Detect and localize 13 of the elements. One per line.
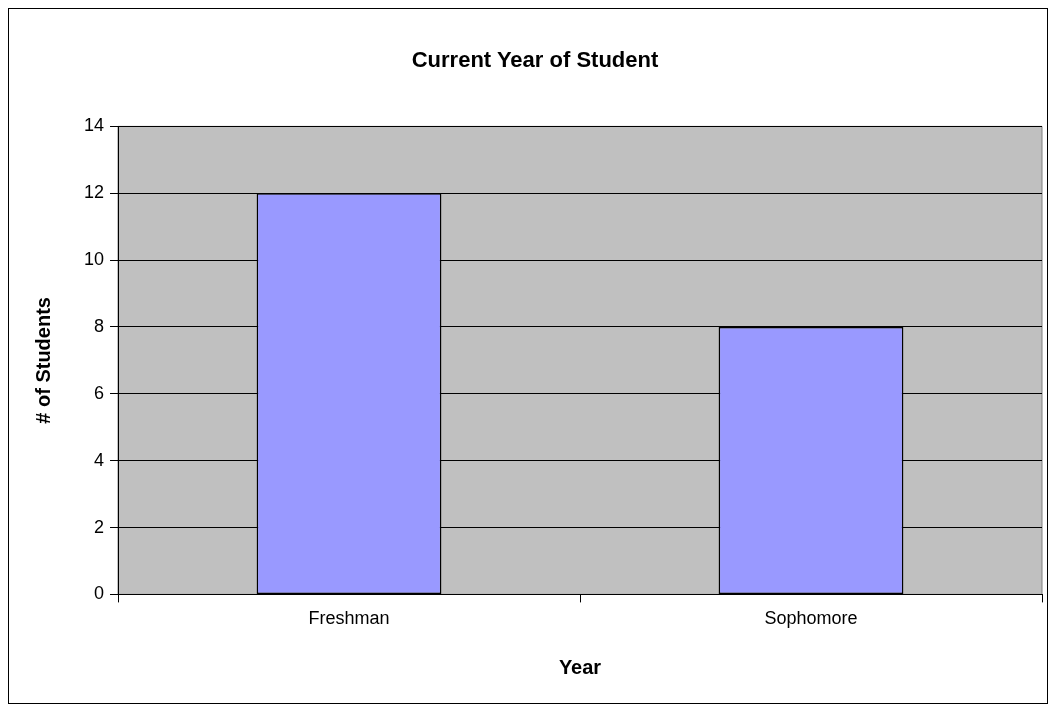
y-tick-label: 0	[94, 583, 105, 604]
x-axis-title: Year	[558, 655, 602, 678]
y-tick-label: 4	[94, 449, 105, 470]
y-tick-label: 6	[94, 382, 105, 403]
y-tick-label: 8	[94, 315, 105, 336]
chart-title: Current Year of Student	[411, 47, 659, 73]
y-tick-label: 10	[83, 249, 105, 270]
x-tick-label: Sophomore	[764, 608, 858, 629]
y-tick-label: 14	[83, 115, 105, 136]
y-tick-label: 12	[83, 182, 105, 203]
y-axis-title: # of Students	[31, 297, 54, 424]
y-tick-label: 2	[94, 516, 105, 537]
x-tick-label: Freshman	[308, 608, 390, 629]
